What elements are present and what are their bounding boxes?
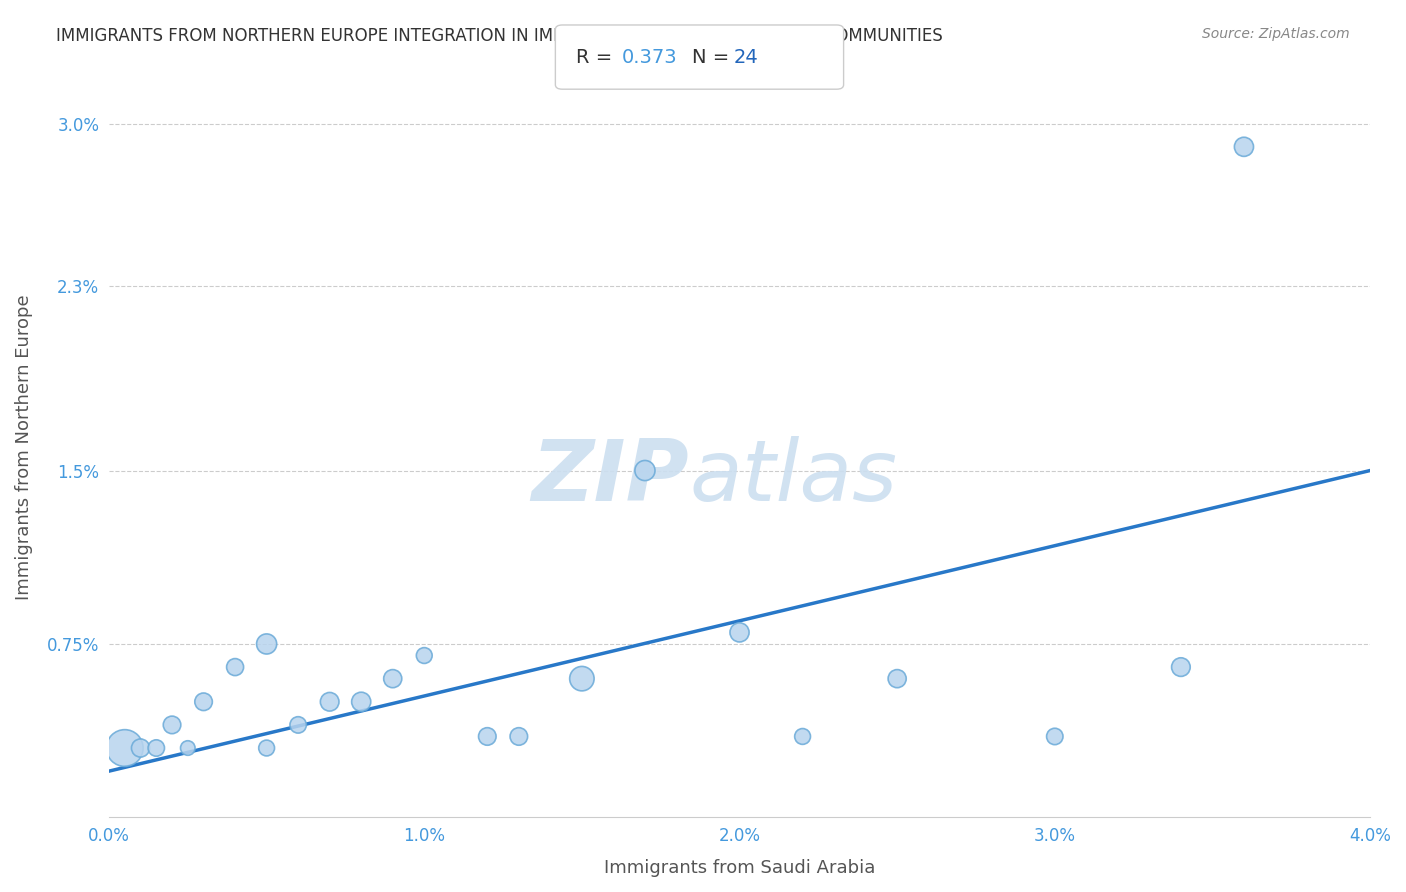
Text: Source: ZipAtlas.com: Source: ZipAtlas.com xyxy=(1202,27,1350,41)
Text: 24: 24 xyxy=(734,47,759,67)
Point xyxy=(571,672,593,686)
Point xyxy=(634,464,657,478)
Point xyxy=(792,730,814,744)
Y-axis label: Immigrants from Northern Europe: Immigrants from Northern Europe xyxy=(15,294,32,600)
Point xyxy=(1043,730,1066,744)
Text: atlas: atlas xyxy=(689,435,897,518)
Text: N =: N = xyxy=(692,47,735,67)
Point xyxy=(145,741,167,756)
Text: ZIP: ZIP xyxy=(531,435,689,518)
Point xyxy=(1233,140,1256,154)
Point xyxy=(256,741,278,756)
Point xyxy=(728,625,751,640)
Point xyxy=(287,718,309,732)
Point xyxy=(193,695,215,709)
Point xyxy=(381,672,404,686)
Point xyxy=(350,695,373,709)
Text: R =: R = xyxy=(576,47,619,67)
Point xyxy=(114,741,136,756)
Point xyxy=(477,730,499,744)
Point xyxy=(129,741,152,756)
Point xyxy=(177,741,200,756)
Point xyxy=(413,648,436,663)
Point xyxy=(224,660,246,674)
Point xyxy=(508,730,530,744)
Text: IMMIGRANTS FROM NORTHERN EUROPE INTEGRATION IN IMMIGRANTS FROM SAUDI ARABIA COMM: IMMIGRANTS FROM NORTHERN EUROPE INTEGRAT… xyxy=(56,27,943,45)
Point xyxy=(318,695,340,709)
Text: 0.373: 0.373 xyxy=(621,47,678,67)
Point xyxy=(256,637,278,651)
X-axis label: Immigrants from Saudi Arabia: Immigrants from Saudi Arabia xyxy=(603,859,875,877)
Point xyxy=(160,718,183,732)
Point xyxy=(886,672,908,686)
Point xyxy=(1170,660,1192,674)
